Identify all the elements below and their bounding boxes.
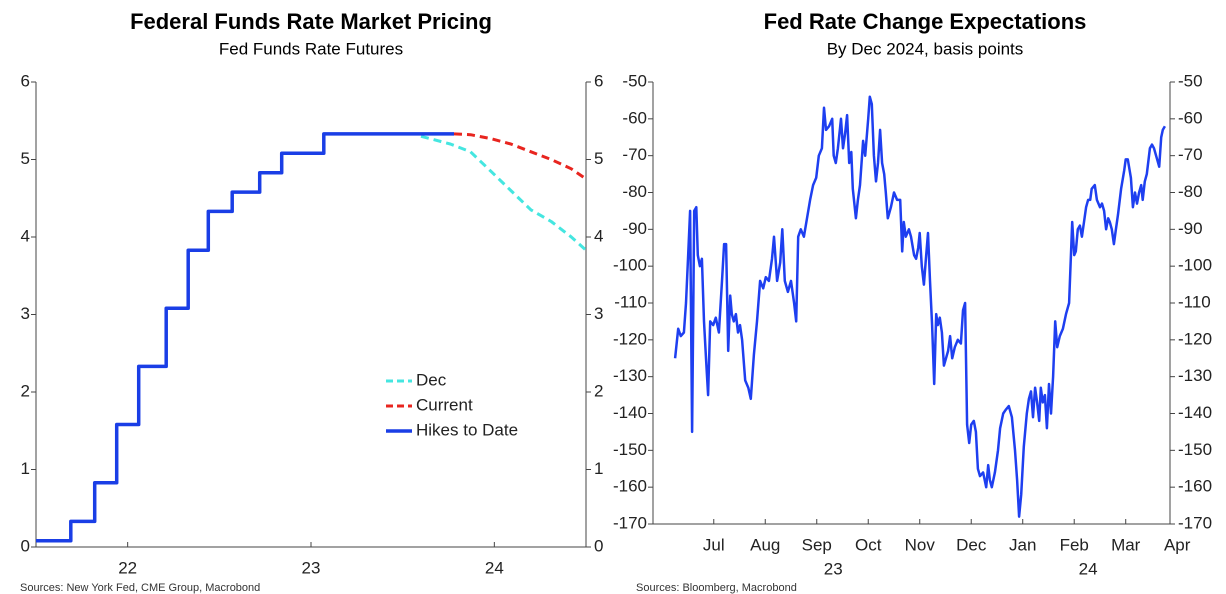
- x-group-label: 24: [1079, 559, 1098, 578]
- y2-tick-label: -110: [1178, 292, 1211, 311]
- y2-tick-label: 4: [594, 226, 603, 245]
- y-tick-label: 3: [21, 304, 30, 323]
- y2-tick-label: -130: [1178, 366, 1212, 385]
- y2-tick-label: -80: [1178, 182, 1203, 201]
- y-tick-label: -70: [622, 145, 647, 164]
- y-tick-label: -100: [613, 256, 647, 275]
- y-tick-label: 4: [21, 226, 30, 245]
- y2-tick-label: -90: [1178, 219, 1203, 238]
- y2-tick-label: 5: [594, 149, 603, 168]
- y-tick-label: -160: [613, 477, 647, 496]
- y2-tick-label: 2: [594, 381, 603, 400]
- y-tick-label: 1: [21, 459, 30, 478]
- y-tick-label: -130: [613, 366, 647, 385]
- series-line: [36, 132, 454, 543]
- x-tick-label: Jan: [1009, 535, 1036, 554]
- y-tick-label: 5: [21, 149, 30, 168]
- y2-tick-label: -170: [1178, 513, 1212, 532]
- y-tick-label: 6: [21, 71, 30, 90]
- y-tick-label: -90: [622, 219, 647, 238]
- legend-label: Current: [416, 395, 473, 414]
- source-note: Sources: Bloomberg, Macrobond: [636, 582, 797, 594]
- x-tick-label: Dec: [956, 535, 987, 554]
- x-tick-label: 24: [485, 558, 504, 577]
- source-note: Sources: New York Fed, CME Group, Macrob…: [20, 582, 260, 594]
- chart-title: Federal Funds Rate Market Pricing: [130, 9, 492, 34]
- y2-tick-label: -160: [1178, 477, 1212, 496]
- y-tick-label: -110: [614, 292, 647, 311]
- series-line: [420, 134, 588, 252]
- x-tick-label: Nov: [905, 535, 936, 554]
- series-line: [673, 95, 1166, 518]
- y2-tick-label: -50: [1178, 71, 1203, 90]
- y-tick-label: -170: [613, 513, 647, 532]
- x-tick-label: Oct: [855, 535, 882, 554]
- y-tick-label: 0: [21, 536, 30, 555]
- y-tick-label: -60: [622, 108, 647, 127]
- x-group-label: 23: [824, 559, 843, 578]
- y2-tick-label: -150: [1178, 440, 1212, 459]
- x-tick-label: 22: [118, 558, 137, 577]
- x-tick-label: Apr: [1164, 535, 1191, 554]
- y2-tick-label: -60: [1178, 108, 1203, 127]
- y-tick-label: -120: [613, 329, 647, 348]
- legend-label: Dec: [416, 370, 447, 389]
- y-tick-label: -150: [613, 440, 647, 459]
- y-tick-label: -140: [613, 403, 647, 422]
- y2-tick-label: 6: [594, 71, 603, 90]
- chart-subtitle: Fed Funds Rate Futures: [219, 39, 403, 58]
- y-tick-label: 2: [21, 381, 30, 400]
- x-tick-label: Sep: [802, 535, 832, 554]
- x-tick-label: Aug: [750, 535, 780, 554]
- x-tick-label: Mar: [1111, 535, 1141, 554]
- legend-label: Hikes to Date: [416, 420, 518, 439]
- y2-tick-label: -70: [1178, 145, 1203, 164]
- x-tick-label: Jul: [703, 535, 725, 554]
- y2-tick-label: 3: [594, 304, 603, 323]
- chart-subtitle: By Dec 2024, basis points: [827, 39, 1024, 58]
- y2-tick-label: -140: [1178, 403, 1212, 422]
- y2-tick-label: -100: [1178, 256, 1212, 275]
- chart-title: Fed Rate Change Expectations: [764, 9, 1087, 34]
- y-tick-label: -50: [622, 71, 647, 90]
- series-line: [453, 132, 587, 181]
- x-tick-label: Feb: [1060, 535, 1089, 554]
- y2-tick-label: 0: [594, 536, 603, 555]
- y-tick-label: -80: [622, 182, 647, 201]
- y2-tick-label: -120: [1178, 329, 1212, 348]
- x-tick-label: 23: [302, 558, 321, 577]
- y2-tick-label: 1: [594, 459, 603, 478]
